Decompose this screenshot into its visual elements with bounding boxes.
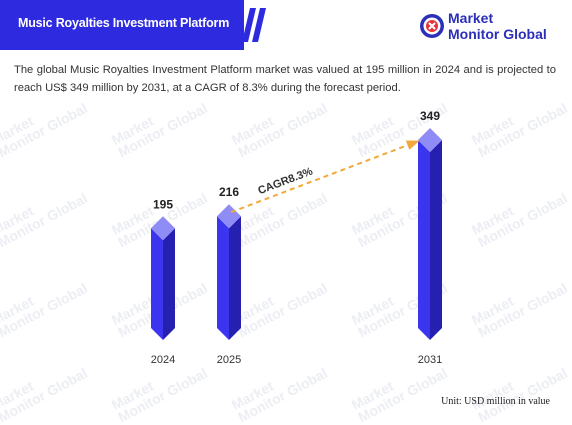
- title-banner: Music Royalties Investment Platform: [0, 0, 244, 50]
- bar-2031: [418, 128, 442, 340]
- page-title: Music Royalties Investment Platform: [18, 16, 230, 30]
- x-tick-label: 2031: [418, 354, 442, 366]
- logo-line-1: Market: [448, 10, 494, 26]
- data-label: 195: [153, 197, 173, 211]
- globe-icon: [420, 14, 444, 38]
- bar-2024: [151, 216, 175, 340]
- x-tick-label: 2024: [151, 354, 175, 366]
- cagr-arrow-line: [230, 141, 417, 214]
- brand-logo: Market Monitor Global: [418, 8, 558, 48]
- bar-side-face: [430, 140, 442, 340]
- bar-top-face: [418, 128, 442, 152]
- bar-2025: [217, 204, 241, 340]
- data-label: 349: [420, 109, 440, 123]
- bar-side-face: [163, 228, 175, 340]
- logo-line-2: Monitor Global: [448, 26, 547, 42]
- market-description: The global Music Royalties Investment Pl…: [14, 64, 556, 94]
- logo-text: Market Monitor Global: [448, 10, 547, 42]
- cagr-arrow-head-icon: [405, 140, 420, 150]
- bar-front-face: [151, 228, 163, 340]
- data-label: 216: [219, 185, 239, 199]
- bar-side-face: [229, 216, 241, 340]
- bar-top-face: [151, 216, 175, 241]
- bar-front-face: [418, 140, 430, 340]
- x-tick-label: 2025: [217, 354, 241, 366]
- bar-front-face: [217, 216, 229, 340]
- unit-note: Unit: USD million in value: [441, 396, 550, 407]
- slash-decoration-icon: [242, 8, 266, 42]
